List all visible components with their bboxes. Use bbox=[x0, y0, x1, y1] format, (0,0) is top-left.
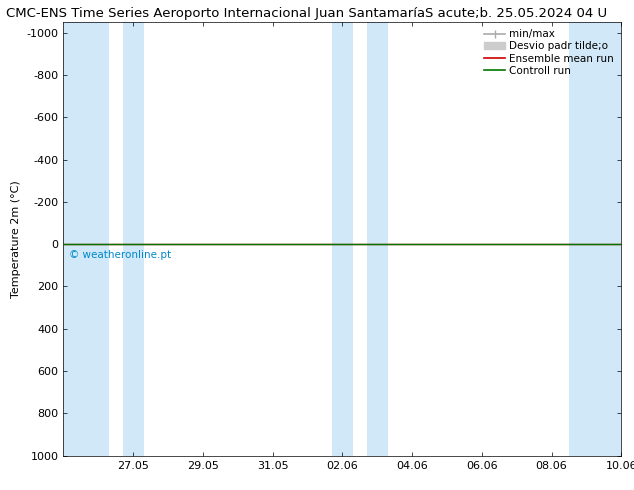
Bar bbox=[63, 22, 109, 456]
Text: CMC-ENS Time Series Aeroporto Internacional Juan Santamaría: CMC-ENS Time Series Aeroporto Internacio… bbox=[6, 7, 425, 21]
Bar bbox=[366, 22, 388, 456]
Y-axis label: Temperature 2m (°C): Temperature 2m (°C) bbox=[11, 180, 21, 298]
Text: S acute;b. 25.05.2024 04 U: S acute;b. 25.05.2024 04 U bbox=[425, 7, 607, 21]
Legend: min/max, Desvio padr tilde;o, Ensemble mean run, Controll run: min/max, Desvio padr tilde;o, Ensemble m… bbox=[482, 27, 616, 78]
Text: © weatheronline.pt: © weatheronline.pt bbox=[69, 250, 171, 260]
Bar bbox=[569, 22, 621, 456]
Bar bbox=[123, 22, 143, 456]
Bar bbox=[332, 22, 353, 456]
